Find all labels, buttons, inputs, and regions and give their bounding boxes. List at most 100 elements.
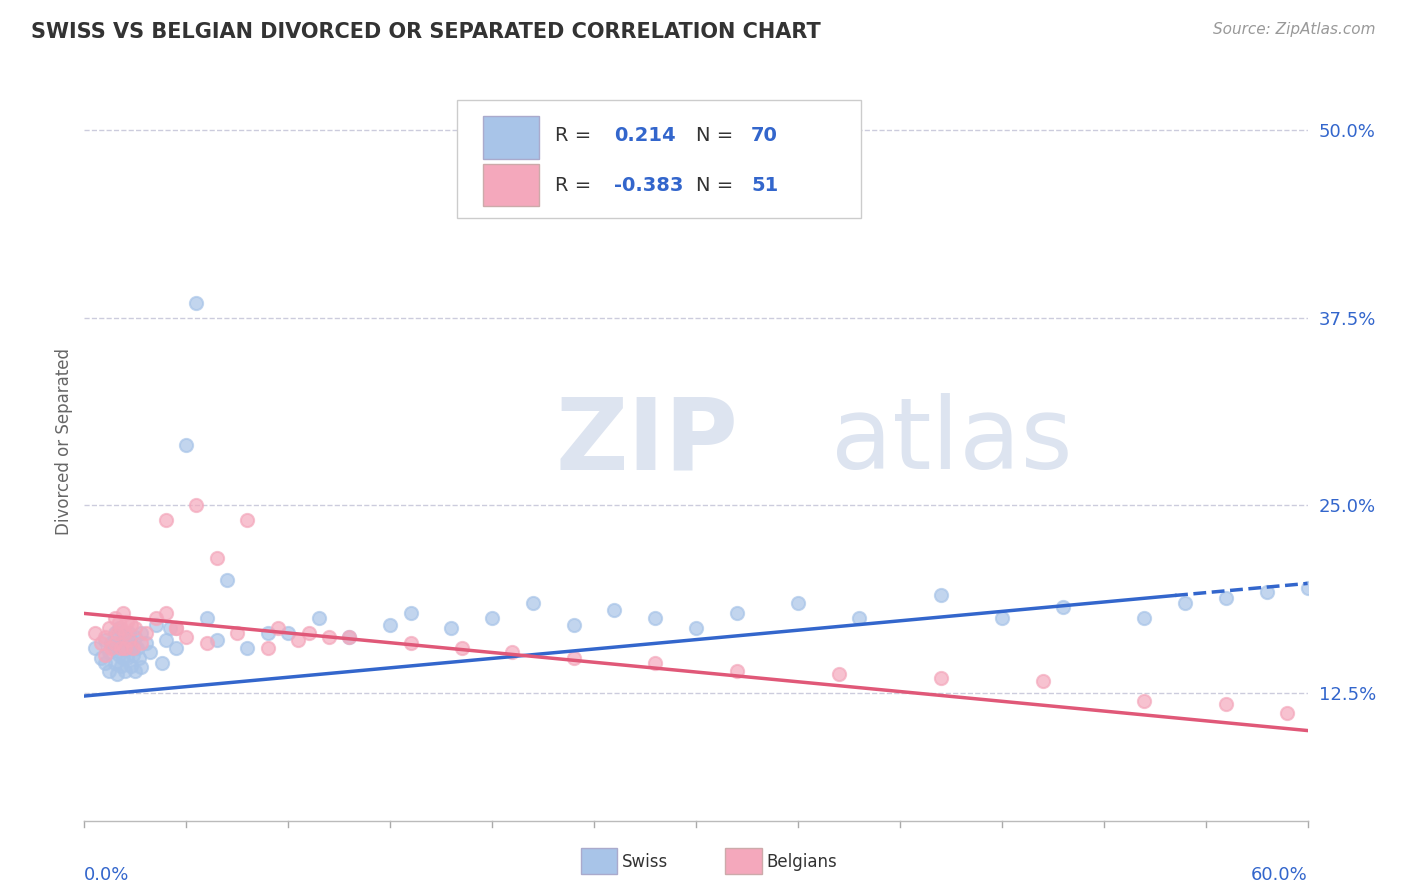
Point xyxy=(128,651,150,665)
Point xyxy=(112,607,135,621)
Point xyxy=(929,671,952,685)
Point xyxy=(226,626,249,640)
Point xyxy=(90,636,112,650)
Point xyxy=(174,438,197,452)
Point xyxy=(174,631,197,645)
Point xyxy=(100,640,122,655)
Point xyxy=(1296,581,1319,595)
Point xyxy=(108,615,131,630)
Point xyxy=(308,611,330,625)
Point xyxy=(399,636,422,650)
Point xyxy=(1256,585,1278,599)
Point xyxy=(110,638,132,652)
Point xyxy=(399,607,422,621)
Point xyxy=(929,589,952,603)
Point xyxy=(108,648,131,663)
Text: Swiss: Swiss xyxy=(621,853,668,871)
Point xyxy=(120,659,142,673)
Point xyxy=(257,640,280,655)
Point xyxy=(562,651,585,665)
Point xyxy=(848,611,870,625)
Point xyxy=(277,626,299,640)
Point xyxy=(145,611,167,625)
Point xyxy=(298,626,321,640)
Point xyxy=(93,656,115,670)
Text: 0.214: 0.214 xyxy=(614,127,676,145)
Point xyxy=(1052,600,1074,615)
FancyBboxPatch shape xyxy=(484,164,540,206)
Point xyxy=(1133,611,1156,625)
Point xyxy=(287,633,309,648)
Point xyxy=(115,615,138,630)
Point xyxy=(122,640,145,655)
Point xyxy=(1277,706,1299,720)
Point xyxy=(114,640,136,655)
Point xyxy=(186,499,208,513)
Point xyxy=(83,626,105,640)
Point xyxy=(118,633,141,648)
Point xyxy=(217,574,239,588)
Point xyxy=(440,622,463,636)
Point xyxy=(97,645,120,659)
Point xyxy=(108,622,131,636)
Point xyxy=(131,636,153,650)
Point xyxy=(195,636,218,650)
Point xyxy=(339,631,361,645)
Point xyxy=(105,626,128,640)
Point xyxy=(522,596,544,610)
Point xyxy=(236,513,259,527)
Point xyxy=(114,626,136,640)
Point xyxy=(787,596,810,610)
Point xyxy=(120,618,142,632)
Point xyxy=(120,636,142,650)
Text: 70: 70 xyxy=(751,127,778,145)
Point xyxy=(1215,591,1237,606)
Point xyxy=(114,664,136,678)
Point xyxy=(115,633,138,648)
Point xyxy=(127,640,149,655)
Point xyxy=(114,640,136,655)
Text: Belgians: Belgians xyxy=(766,853,837,871)
Point xyxy=(562,618,585,632)
Point xyxy=(205,550,228,565)
Point xyxy=(155,633,177,648)
Point xyxy=(165,622,187,636)
Point xyxy=(100,636,122,650)
Point xyxy=(124,664,146,678)
Point xyxy=(991,611,1014,625)
Y-axis label: Divorced or Separated: Divorced or Separated xyxy=(55,348,73,535)
Text: N =: N = xyxy=(696,176,740,194)
FancyBboxPatch shape xyxy=(484,116,540,159)
Point xyxy=(104,640,127,655)
Text: N =: N = xyxy=(696,127,740,145)
Point xyxy=(502,645,524,659)
Point xyxy=(105,631,128,645)
Point xyxy=(725,664,748,678)
Text: Source: ZipAtlas.com: Source: ZipAtlas.com xyxy=(1212,22,1375,37)
Point xyxy=(93,648,115,663)
Point xyxy=(118,626,141,640)
Point xyxy=(110,659,132,673)
Point xyxy=(104,636,127,650)
Point xyxy=(481,611,503,625)
Point xyxy=(104,611,127,625)
Point xyxy=(90,651,112,665)
Point xyxy=(236,640,259,655)
Point xyxy=(135,626,157,640)
Point xyxy=(1133,693,1156,707)
Point xyxy=(112,631,135,645)
Point xyxy=(97,622,120,636)
Point xyxy=(186,295,208,310)
Point xyxy=(267,622,290,636)
Point xyxy=(138,645,160,659)
Text: -0.383: -0.383 xyxy=(614,176,683,194)
Point xyxy=(93,633,115,648)
Point xyxy=(603,603,626,617)
Point xyxy=(155,513,177,527)
Text: atlas: atlas xyxy=(831,393,1073,490)
Point xyxy=(110,640,132,655)
Point xyxy=(97,664,120,678)
Point xyxy=(1174,596,1197,610)
Point xyxy=(257,626,280,640)
Point xyxy=(165,640,187,655)
